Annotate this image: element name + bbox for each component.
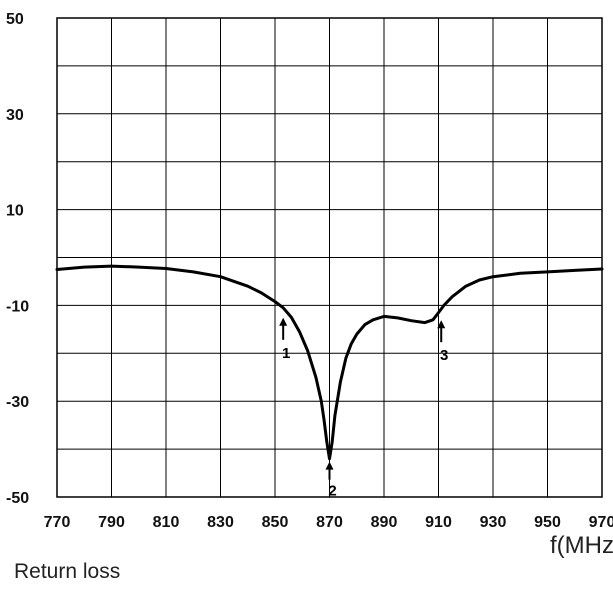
x-tick-label: 890	[371, 514, 398, 531]
annotation-label: 3	[440, 347, 448, 364]
annotation-arrowhead	[437, 320, 446, 329]
y-tick-label: 30	[6, 107, 24, 124]
x-tick-label: 970	[589, 514, 613, 531]
x-tick-label: 950	[534, 514, 561, 531]
x-tick-label: 770	[44, 514, 71, 531]
annotation-label: 1	[282, 345, 290, 362]
return-loss-line	[55, 264, 604, 461]
x-tick-label: 830	[207, 514, 234, 531]
y-tick-label: -30	[6, 394, 29, 411]
x-tick-label: 870	[316, 514, 343, 531]
annotation-arrowhead	[325, 461, 334, 470]
x-tick-label: 850	[262, 514, 289, 531]
y-tick-label: 10	[6, 203, 24, 220]
y-tick-label: -10	[6, 298, 29, 315]
x-axis-label: f(MHz)	[550, 532, 613, 559]
y-tick-label: 50	[6, 11, 24, 28]
y-tick-label: -50	[6, 490, 29, 507]
x-tick-label: 910	[425, 514, 452, 531]
x-tick-label: 790	[98, 514, 125, 531]
annotation-arrowhead	[279, 317, 288, 326]
plot-frame	[56, 17, 603, 498]
x-tick-label: 930	[480, 514, 507, 531]
annotation-label: 2	[328, 483, 336, 500]
x-tick-label: 810	[153, 514, 180, 531]
chart-caption: Return loss	[14, 560, 121, 583]
